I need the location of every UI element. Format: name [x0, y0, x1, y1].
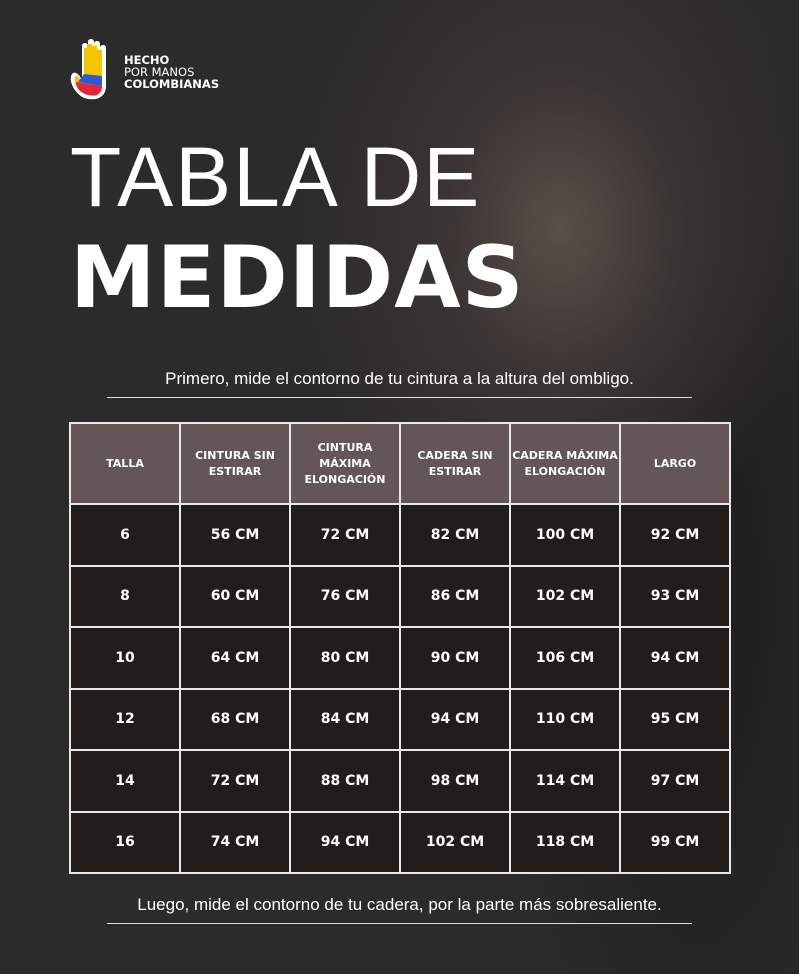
logo: HECHO POR MANOS COLOMBIANAS — [68, 38, 219, 106]
table-cell: 114 CM — [509, 749, 621, 813]
logo-line2: POR MANOS — [124, 65, 195, 79]
table-row: 10 64 CM 80 CM 90 CM 106 CM 94 CM — [69, 626, 731, 690]
table-cell: 93 CM — [619, 564, 731, 628]
table-cell: 6 — [69, 503, 181, 567]
table-cell: 84 CM — [289, 687, 401, 751]
table-cell: 12 — [69, 687, 181, 751]
table-cell: 98 CM — [399, 749, 511, 813]
table-cell: 90 CM — [399, 626, 511, 690]
table-cell: 74 CM — [179, 810, 291, 874]
column-header: CINTURA SIN ESTIRAR — [179, 422, 291, 505]
title-line2: MEDIDAS — [70, 228, 525, 328]
table-cell: 106 CM — [509, 626, 621, 690]
table-cell: 60 CM — [179, 564, 291, 628]
table-cell: 10 — [69, 626, 181, 690]
note-bottom: Luego, mide el contorno de tu cadera, po… — [107, 895, 692, 924]
table-cell: 8 — [69, 564, 181, 628]
table-cell: 92 CM — [619, 503, 731, 567]
table-cell: 64 CM — [179, 626, 291, 690]
table-cell: 110 CM — [509, 687, 621, 751]
table-row: 8 60 CM 76 CM 86 CM 102 CM 93 CM — [69, 564, 731, 628]
column-header: LARGO — [619, 422, 731, 505]
table-cell: 94 CM — [619, 626, 731, 690]
table-cell: 102 CM — [399, 810, 511, 874]
table-cell: 100 CM — [509, 503, 621, 567]
table-row: 14 72 CM 88 CM 98 CM 114 CM 97 CM — [69, 749, 731, 813]
column-header: CADERA SIN ESTIRAR — [399, 422, 511, 505]
column-header: CINTURA MÁXIMA ELONGACIÓN — [289, 422, 401, 505]
column-header: CADERA MÁXIMA ELONGACIÓN — [509, 422, 621, 505]
table-cell: 14 — [69, 749, 181, 813]
table-cell: 76 CM — [289, 564, 401, 628]
table-row: 6 56 CM 72 CM 82 CM 100 CM 92 CM — [69, 503, 731, 567]
table-cell: 86 CM — [399, 564, 511, 628]
table-row: 16 74 CM 94 CM 102 CM 118 CM 99 CM — [69, 810, 731, 874]
logo-line3: COLOMBIANAS — [124, 77, 220, 91]
table-cell: 72 CM — [179, 749, 291, 813]
table-cell: 82 CM — [399, 503, 511, 567]
table-cell: 68 CM — [179, 687, 291, 751]
table-cell: 80 CM — [289, 626, 401, 690]
column-header: TALLA — [69, 422, 181, 505]
table-cell: 102 CM — [509, 564, 621, 628]
table-cell: 94 CM — [399, 687, 511, 751]
table-cell: 56 CM — [179, 503, 291, 567]
logo-line1: HECHO — [124, 53, 170, 67]
note-top: Primero, mide el contorno de tu cintura … — [107, 369, 692, 398]
table-cell: 97 CM — [619, 749, 731, 813]
table-cell: 94 CM — [289, 810, 401, 874]
table-row: 12 68 CM 84 CM 94 CM 110 CM 95 CM — [69, 687, 731, 751]
table-cell: 16 — [69, 810, 181, 874]
table-cell: 88 CM — [289, 749, 401, 813]
table-header-row: TALLA CINTURA SIN ESTIRAR CINTURA MÁXIMA E… — [69, 422, 731, 505]
title-line1: TABLA DE — [70, 130, 482, 224]
table-cell: 118 CM — [509, 810, 621, 874]
table-cell: 95 CM — [619, 687, 731, 751]
table-cell: 72 CM — [289, 503, 401, 567]
table-cell: 99 CM — [619, 810, 731, 874]
colombian-hand-icon — [70, 39, 106, 100]
size-table: TALLA CINTURA SIN ESTIRAR CINTURA MÁXIMA E… — [69, 422, 731, 874]
